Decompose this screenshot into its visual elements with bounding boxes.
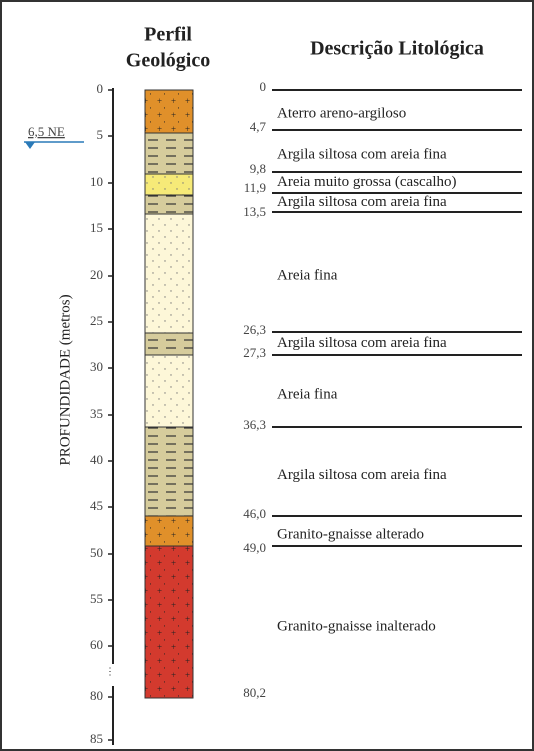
water-level-label: 6,5 NE [28, 124, 65, 139]
tick-label: 50 [90, 545, 103, 560]
layer-pattern [145, 355, 193, 427]
layer-description: Argila siltosa com areia fina [277, 335, 447, 351]
depth-label: 27,3 [243, 345, 266, 360]
tick-label: 55 [90, 591, 103, 606]
layer-description: Areia fina [277, 386, 338, 402]
column-title: Geológico [126, 50, 210, 72]
layer-pattern [145, 174, 193, 195]
tick-label: 25 [90, 313, 103, 328]
depth-label: 4,7 [250, 119, 267, 134]
depth-label: 36,3 [243, 417, 266, 432]
layer-description: Argila siltosa com areia fina [277, 146, 447, 162]
tick-label: 45 [90, 498, 103, 513]
layer-pattern [145, 427, 193, 516]
tick-label: 10 [90, 174, 103, 189]
depth-label: 49,0 [243, 540, 266, 555]
layer-description: Areia fina [277, 267, 338, 283]
tick-label: 60 [90, 637, 103, 652]
axis-label: PROFUNDIDADE (metros) [57, 294, 73, 465]
layer-description: Aterro areno-argiloso [277, 105, 406, 121]
tick-label: 20 [90, 267, 103, 282]
layer-description: Argila siltosa com areia fina [277, 467, 447, 483]
tick-label: 40 [90, 452, 103, 467]
layer-pattern [145, 214, 193, 333]
depth-label: 46,0 [243, 506, 266, 521]
depth-label: 9,8 [250, 161, 266, 176]
tick-label: 5 [97, 127, 104, 142]
depth-label: 11,9 [244, 180, 266, 195]
layer-pattern [145, 546, 193, 698]
tick-label: 30 [90, 359, 103, 374]
depth-label: 13,5 [243, 204, 266, 219]
layer-pattern [145, 133, 193, 174]
frame [1, 1, 533, 750]
layer-description: Granito-gnaisse inalterado [277, 618, 436, 634]
water-level-marker [25, 142, 35, 149]
layer-description: Granito-gnaisse alterado [277, 526, 424, 542]
layer-description: Argila siltosa com areia fina [277, 194, 447, 210]
depth-label: 80,2 [243, 685, 266, 700]
geologic-profile: +· Perfil Geológico Descrição Litológica… [0, 0, 534, 751]
tick-label: 80 [90, 688, 103, 703]
layer-pattern [145, 195, 193, 214]
layer-description: Areia muito grossa (cascalho) [277, 174, 457, 190]
layer-pattern [145, 516, 193, 546]
layer-pattern [145, 333, 193, 355]
layer-pattern [145, 90, 193, 133]
column-title: Perfil [144, 24, 192, 46]
axis-break: ⋮ [105, 666, 115, 677]
tick-label: 85 [90, 731, 103, 746]
depth-label: 26,3 [243, 322, 266, 337]
tick-label: 15 [90, 220, 103, 235]
tick-label: 35 [90, 406, 103, 421]
depth-label: 0 [260, 79, 267, 94]
tick-label: 0 [97, 81, 104, 96]
description-title: Descrição Litológica [310, 38, 484, 60]
